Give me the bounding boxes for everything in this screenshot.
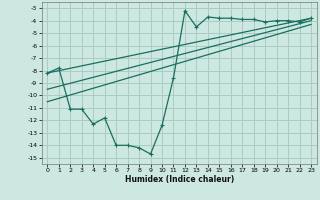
X-axis label: Humidex (Indice chaleur): Humidex (Indice chaleur) [124, 175, 234, 184]
